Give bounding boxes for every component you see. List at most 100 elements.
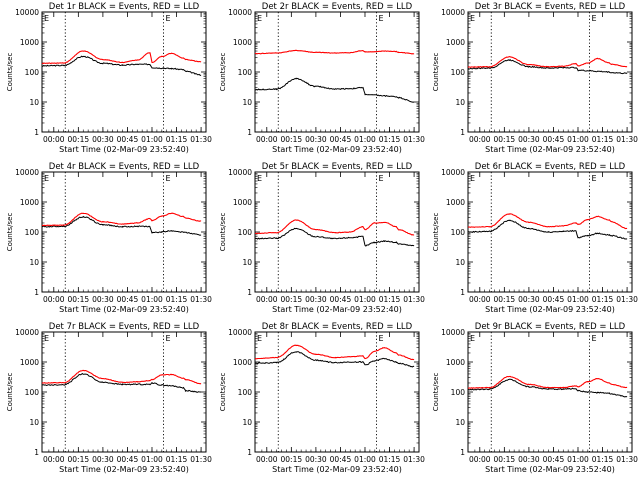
series-line-lld [41,50,202,65]
plot-frame [254,331,420,453]
x-tick-label: 01:00 [354,455,376,464]
series-line-events [41,373,202,393]
x-tick-label: 01:00 [354,135,376,144]
panel-det-5: Det 5r BLACK = Events, RED = LLD 1 10 100 10… [219,162,425,314]
series-line-events [467,219,628,240]
x-tick-label: 00:30 [92,295,114,304]
panel-title: Det 9r BLACK = Events, RED = LLD [475,322,626,332]
panel-det-1: Det 1r BLACK = Events, RED = LLD 1 10 100 10… [6,2,212,154]
series-line-events [254,351,415,368]
y-tick-label: 1000 [233,198,252,207]
marker-label-left: E [44,174,49,183]
x-tick-label: 00:15 [494,455,516,464]
y-tick-label: 10 [29,258,39,267]
x-tick-label: 01:15 [592,135,614,144]
y-tick-label: 10 [29,418,39,427]
x-tick-label: 00:45 [543,135,565,144]
x-axis-label: Start Time (02-Mar-09 23:52:40) [59,145,189,154]
x-tick-label: 01:00 [567,135,589,144]
y-tick-label: 1000 [446,358,465,367]
x-tick-label: 01:00 [141,135,163,144]
y-tick-label: 10000 [228,328,252,337]
x-axis-label: Start Time (02-Mar-09 23:52:40) [272,305,402,314]
x-tick-label: 01:30 [616,455,638,464]
y-tick-label: 1 [34,128,39,137]
x-tick-label: 00:45 [330,135,352,144]
panel-det-4: Det 4r BLACK = Events, RED = LLD 1 10 100 10… [6,162,212,314]
marker-label-right: E [378,334,383,343]
x-tick-label: 00:45 [330,295,352,304]
x-tick-label: 01:00 [141,295,163,304]
marker-label-right: E [591,174,596,183]
y-tick-label: 10 [242,98,252,107]
x-tick-label: 00:15 [494,135,516,144]
x-axis-label: Start Time (02-Mar-09 23:52:40) [59,465,189,474]
x-tick-label: 01:30 [403,295,425,304]
y-axis-label: Counts/sec [219,53,227,92]
x-tick-label: 00:30 [305,295,327,304]
panel-title: Det 5r BLACK = Events, RED = LLD [262,162,413,172]
x-tick-label: 01:15 [166,455,188,464]
series-line-events [467,378,628,398]
panel-title: Det 4r BLACK = Events, RED = LLD [49,162,200,172]
series-line-lld [255,49,415,55]
y-tick-label: 1000 [20,198,39,207]
y-tick-label: 10000 [15,168,39,177]
x-tick-label: 00:30 [518,455,540,464]
x-axis-label: Start Time (02-Mar-09 23:52:40) [485,305,615,314]
x-tick-label: 01:15 [379,295,401,304]
x-axis-label: Start Time (02-Mar-09 23:52:40) [485,145,615,154]
panel-title: Det 8r BLACK = Events, RED = LLD [262,322,413,332]
panel-title: Det 6r BLACK = Events, RED = LLD [475,162,626,172]
y-axis-label: Counts/sec [219,213,227,252]
panel-det-8: Det 8r BLACK = Events, RED = LLD 1 10 100 10… [219,322,425,474]
x-tick-label: 00:45 [117,455,139,464]
panel-title: Det 3r BLACK = Events, RED = LLD [475,2,626,12]
x-axis-label: Start Time (02-Mar-09 23:52:40) [272,145,402,154]
y-tick-label: 100 [238,68,253,77]
y-axis-label: Counts/sec [6,373,14,412]
x-tick-label: 00:00 [43,295,65,304]
x-tick-label: 00:45 [330,455,352,464]
x-tick-label: 01:30 [403,135,425,144]
y-tick-label: 100 [25,388,40,397]
x-tick-label: 01:15 [166,295,188,304]
y-tick-label: 1 [460,288,465,297]
marker-label-right: E [165,334,170,343]
y-tick-label: 10000 [228,168,252,177]
y-tick-label: 100 [25,228,40,237]
panel-det-9: Det 9r BLACK = Events, RED = LLD 1 10 100 10… [432,322,638,474]
x-tick-label: 01:00 [567,455,589,464]
series-line-lld [255,219,415,236]
x-tick-label: 00:15 [281,455,303,464]
y-tick-label: 10000 [15,328,39,337]
y-tick-label: 1 [460,128,465,137]
y-tick-label: 10 [455,418,465,427]
series-line-events [467,59,628,75]
x-tick-label: 00:30 [305,135,327,144]
x-tick-label: 00:15 [68,135,90,144]
marker-label-right: E [378,174,383,183]
y-axis-label: Counts/sec [6,53,14,92]
series-line-lld [467,375,628,389]
marker-label-left: E [470,14,475,23]
x-tick-label: 01:15 [592,455,614,464]
x-tick-label: 00:15 [494,295,516,304]
marker-label-right: E [378,14,383,23]
series-line-events [41,215,202,236]
y-axis-label: Counts/sec [432,373,440,412]
panel-title: Det 7r BLACK = Events, RED = LLD [49,322,200,332]
series-line-lld [467,56,628,68]
x-tick-label: 00:00 [469,295,491,304]
x-tick-label: 00:30 [92,455,114,464]
series-line-events [254,227,415,247]
y-tick-label: 1 [247,288,252,297]
x-tick-label: 00:00 [469,135,491,144]
y-tick-label: 100 [451,228,466,237]
x-axis-label: Start Time (02-Mar-09 23:52:40) [59,305,189,314]
x-tick-label: 00:00 [256,135,278,144]
marker-label-left: E [257,14,262,23]
x-tick-label: 01:15 [592,295,614,304]
